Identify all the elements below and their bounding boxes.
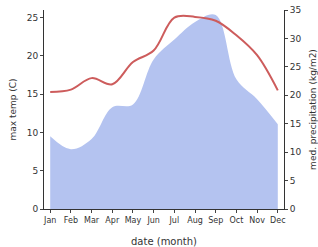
svg-text:0: 0 <box>32 204 38 214</box>
svg-text:10: 10 <box>27 128 39 138</box>
svg-text:5: 5 <box>32 166 38 176</box>
svg-text:Dec: Dec <box>270 216 285 225</box>
svg-text:35: 35 <box>290 5 301 15</box>
svg-text:30: 30 <box>290 34 302 44</box>
svg-text:Mar: Mar <box>84 216 100 225</box>
svg-text:max temp (C): max temp (C) <box>8 78 18 140</box>
svg-text:10: 10 <box>290 147 302 157</box>
svg-text:20: 20 <box>290 90 302 100</box>
svg-text:Nov: Nov <box>249 216 265 225</box>
svg-text:date (month): date (month) <box>131 236 197 247</box>
svg-text:25: 25 <box>27 13 38 23</box>
svg-text:Aug: Aug <box>187 216 203 225</box>
svg-text:0: 0 <box>290 204 296 214</box>
svg-text:Jun: Jun <box>146 216 160 225</box>
svg-text:20: 20 <box>27 51 39 61</box>
svg-text:Apr: Apr <box>105 216 120 225</box>
svg-text:Jan: Jan <box>43 216 56 225</box>
svg-text:May: May <box>125 216 142 225</box>
svg-text:5: 5 <box>290 176 296 186</box>
svg-text:med. precipitation (kg/m2): med. precipitation (kg/m2) <box>308 49 318 170</box>
svg-text:Jul: Jul <box>169 216 180 225</box>
svg-text:15: 15 <box>27 89 38 99</box>
svg-text:Feb: Feb <box>64 216 78 225</box>
svg-text:15: 15 <box>290 119 301 129</box>
svg-text:25: 25 <box>290 62 301 72</box>
svg-text:Sep: Sep <box>208 216 223 225</box>
svg-text:Oct: Oct <box>229 216 243 225</box>
